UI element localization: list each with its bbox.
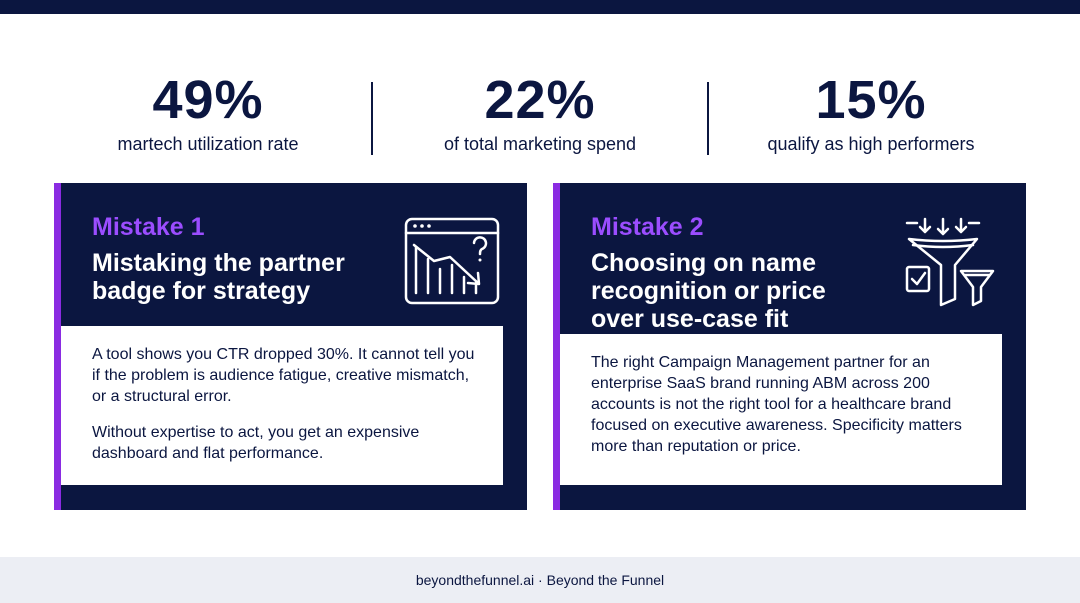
chart-decline-question-icon	[404, 217, 500, 305]
stat-label: martech utilization rate	[117, 134, 299, 154]
card-body: The right Campaign Management partner fo…	[560, 334, 1002, 485]
top-bar	[0, 0, 1080, 14]
stats-row: 49% martech utilization rate 22% of tota…	[0, 70, 1080, 170]
stat-utilization: 49% martech utilization rate	[58, 70, 358, 156]
stat-label: of total marketing spend	[443, 134, 637, 154]
stat-value: 22%	[484, 70, 596, 130]
stat-divider	[707, 82, 709, 155]
card-body: A tool shows you CTR dropped 30%. It can…	[61, 326, 503, 485]
stat-spend: 22% of total marketing spend	[390, 70, 690, 156]
stat-value: 49%	[152, 70, 264, 130]
funnel-filter-icon	[905, 217, 995, 307]
card-kicker: Mistake 2	[591, 213, 704, 241]
footer-text: beyondthefunnel.ai · Beyond the Funnel	[415, 572, 665, 588]
mistake-card-1: Mistake 1 Mistaking the partner badge fo…	[54, 183, 527, 510]
stat-divider	[371, 82, 373, 155]
footer: beyondthefunnel.ai · Beyond the Funnel	[0, 557, 1080, 603]
stat-high-performers: 15% qualify as high performers	[721, 70, 1021, 156]
stat-label: qualify as high performers	[767, 134, 975, 154]
mistake-card-2: Mistake 2 Choosing on name recognition o…	[553, 183, 1026, 510]
card-title: Choosing on name recognition or price ov…	[591, 249, 826, 333]
stat-value: 15%	[815, 70, 927, 130]
card-paragraph: A tool shows you CTR dropped 30%. It can…	[92, 346, 475, 405]
card-title: Mistaking the partner badge for strategy	[92, 249, 345, 305]
card-kicker: Mistake 1	[92, 213, 205, 241]
card-paragraph: The right Campaign Management partner fo…	[591, 354, 962, 455]
card-paragraph: Without expertise to act, you get an exp…	[92, 424, 420, 462]
